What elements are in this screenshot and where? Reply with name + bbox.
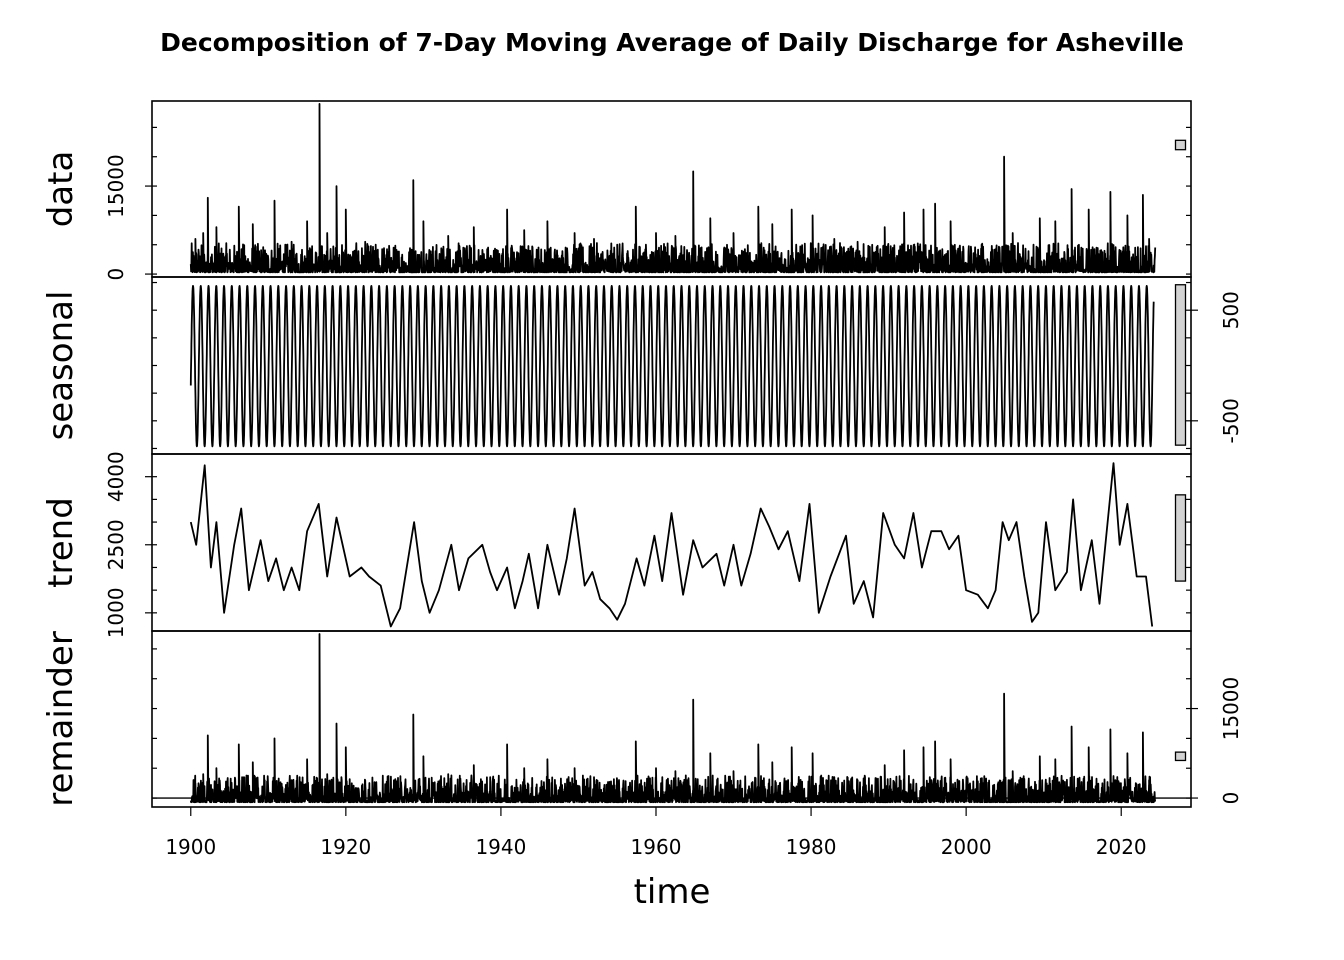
x-tick-label: 1920 (320, 835, 371, 859)
scale-bar-seasonal (1174, 284, 1187, 446)
x-axis: 1900 1920 1940 1960 1980 2000 2020 (165, 807, 1147, 859)
panel-seasonal: -500 500 seasonal (41, 276, 1243, 455)
panels-group: 0 15000 data -500 500 seasonal 1000 2500 4000 tre… (41, 100, 1243, 808)
scale-bar-trend (1174, 494, 1187, 582)
panel-title-data: data (41, 151, 81, 228)
series-line-data (189, 103, 1157, 274)
panel-trend: 1000 2500 4000 trend (41, 451, 1192, 638)
panel-title-trend: trend (41, 497, 81, 588)
panel-title-seasonal: seasonal (41, 291, 81, 441)
panel-frame-trend (151, 453, 1192, 632)
panel-frame-remainder (151, 630, 1192, 808)
x-tick-label: 2020 (1096, 835, 1147, 859)
x-tick-label: 1960 (631, 835, 682, 859)
x-axis-title: time (634, 872, 711, 912)
panel-data: 0 15000 data (41, 100, 1192, 281)
panel-title-remainder: remainder (41, 631, 81, 807)
series-line-seasonal (189, 285, 1155, 448)
scale-bar-data (1174, 139, 1187, 151)
y-tick-label-trend: 2500 (104, 519, 128, 570)
series-line-remainder (189, 633, 1157, 804)
x-tick-label: 2000 (941, 835, 992, 859)
scale-bar-remainder (1174, 751, 1187, 762)
x-tick-label: 1940 (475, 835, 526, 859)
y-tick-label-remainder: 0 (1219, 792, 1243, 805)
y-tick-label-seasonal: 500 (1219, 291, 1243, 329)
chart-title: Decomposition of 7-Day Moving Average of… (160, 28, 1184, 57)
y-tick-label-data: 15000 (104, 154, 128, 218)
series-line-trend (189, 462, 1154, 628)
x-tick-label: 1900 (165, 835, 216, 859)
y-tick-label-data: 0 (104, 268, 128, 281)
y-tick-label-remainder: 15000 (1219, 677, 1243, 741)
y-tick-label-seasonal: -500 (1219, 398, 1243, 443)
x-tick-label: 1980 (786, 835, 837, 859)
y-tick-label-trend: 1000 (104, 587, 128, 638)
panel-remainder: 0 15000 remainder (41, 630, 1243, 808)
y-tick-label-trend: 4000 (104, 451, 128, 502)
